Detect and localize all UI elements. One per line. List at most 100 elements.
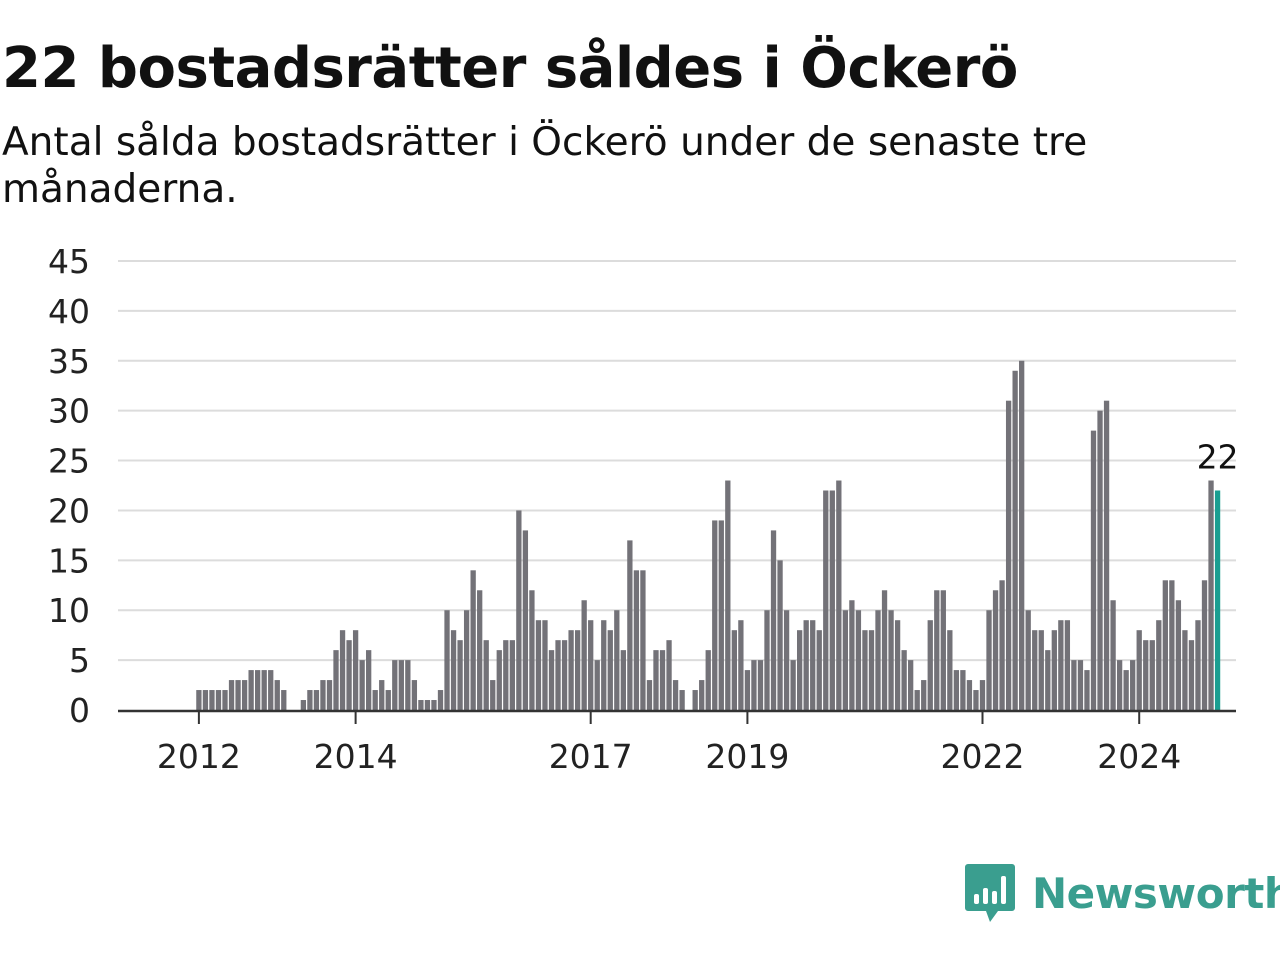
- bar: [450, 630, 457, 710]
- x-axis-tick-labels: 2012 2014 2017 2019 2022 2024: [157, 737, 1181, 776]
- bar: [241, 680, 248, 710]
- bar: [366, 650, 372, 710]
- chart-title: 22 bostadsrätter såldes i Öckerö: [2, 36, 1018, 101]
- bar: [646, 680, 653, 710]
- data-labels: 22: [1197, 437, 1239, 476]
- bar: [483, 640, 489, 710]
- bar: [268, 670, 274, 710]
- bar: [705, 650, 711, 710]
- bar: [437, 690, 444, 710]
- y-tick-label: 5: [69, 641, 90, 680]
- bar: [300, 700, 307, 710]
- bar: [235, 680, 241, 710]
- x-tick-label: 2022: [940, 737, 1024, 776]
- bar: [274, 680, 280, 710]
- bar: [1084, 670, 1090, 710]
- bar: [574, 630, 581, 710]
- bar: [379, 680, 385, 710]
- bar: [653, 650, 659, 710]
- bar-chart-icon: [965, 864, 1015, 922]
- bar: [470, 570, 476, 710]
- bar: [411, 680, 418, 710]
- bar: [633, 570, 640, 710]
- bar: [444, 610, 450, 710]
- bar: [1110, 600, 1116, 710]
- bar: [418, 700, 424, 710]
- bar: [672, 680, 679, 710]
- grid-lines: [118, 260, 1236, 662]
- bar: [535, 620, 542, 710]
- bar: [738, 620, 744, 710]
- bar: [934, 590, 940, 710]
- bar: [679, 690, 685, 710]
- bar: [261, 670, 267, 710]
- bar: [881, 590, 888, 710]
- y-tick-label: 20: [48, 491, 90, 530]
- bar: [973, 690, 979, 710]
- bar: [992, 590, 999, 710]
- bar: [855, 610, 862, 710]
- bar: [339, 630, 346, 710]
- bar: [979, 680, 986, 710]
- bar: [790, 660, 796, 710]
- chart-subtitle: Antal sålda bostadsrätter i Öckerö under…: [2, 120, 1088, 212]
- newsworthy-logo: Newsworthy: [964, 862, 1280, 924]
- bar: [1188, 640, 1195, 710]
- bar: [1071, 660, 1077, 710]
- bar: [496, 650, 502, 710]
- bar: [894, 620, 901, 710]
- bar: [522, 530, 529, 710]
- bar: [346, 640, 352, 710]
- bar: [196, 690, 202, 710]
- brand-name: Newsworthy: [1032, 868, 1280, 918]
- x-tick-label: 2012: [157, 737, 241, 776]
- bar: [503, 640, 509, 710]
- bar: [1045, 650, 1051, 710]
- bar: [986, 610, 992, 710]
- y-tick-label: 35: [48, 342, 90, 381]
- bar: [333, 650, 339, 710]
- bar: [921, 680, 927, 710]
- bar: [202, 690, 209, 710]
- bar: [842, 610, 849, 710]
- bar: [1116, 660, 1123, 710]
- bar: [803, 620, 809, 710]
- bar: [914, 690, 920, 710]
- bar: [281, 690, 287, 710]
- bar: [326, 680, 333, 710]
- bar: [718, 520, 724, 710]
- bar: [659, 650, 666, 710]
- bar: [849, 600, 855, 710]
- bar: [1051, 630, 1057, 710]
- bar: [372, 690, 378, 710]
- bar: [797, 630, 803, 710]
- bar: [1143, 640, 1149, 710]
- bar: [594, 660, 600, 710]
- bar: [1038, 630, 1044, 710]
- bar: [940, 590, 946, 710]
- bar: [829, 490, 835, 710]
- bar: [581, 600, 587, 710]
- bar: [1130, 660, 1136, 710]
- bar: [927, 620, 933, 710]
- bar: [757, 660, 764, 710]
- bar: [307, 690, 313, 710]
- x-tick-label: 2017: [549, 737, 633, 776]
- bar: [392, 660, 398, 710]
- y-tick-label: 30: [48, 392, 90, 431]
- bar: [1175, 600, 1182, 710]
- bar: [222, 690, 228, 710]
- bar: [692, 690, 698, 710]
- x-tick-label: 2014: [314, 737, 398, 776]
- y-tick-label: 0: [69, 691, 90, 730]
- bar: [1103, 400, 1110, 710]
- bar: [1149, 640, 1155, 710]
- bar: [1195, 620, 1201, 710]
- bar: [1162, 580, 1168, 710]
- bar: [1019, 360, 1025, 710]
- bar: [1005, 400, 1012, 710]
- bar: [1136, 630, 1142, 710]
- bar: [731, 630, 737, 710]
- bar: [313, 690, 320, 710]
